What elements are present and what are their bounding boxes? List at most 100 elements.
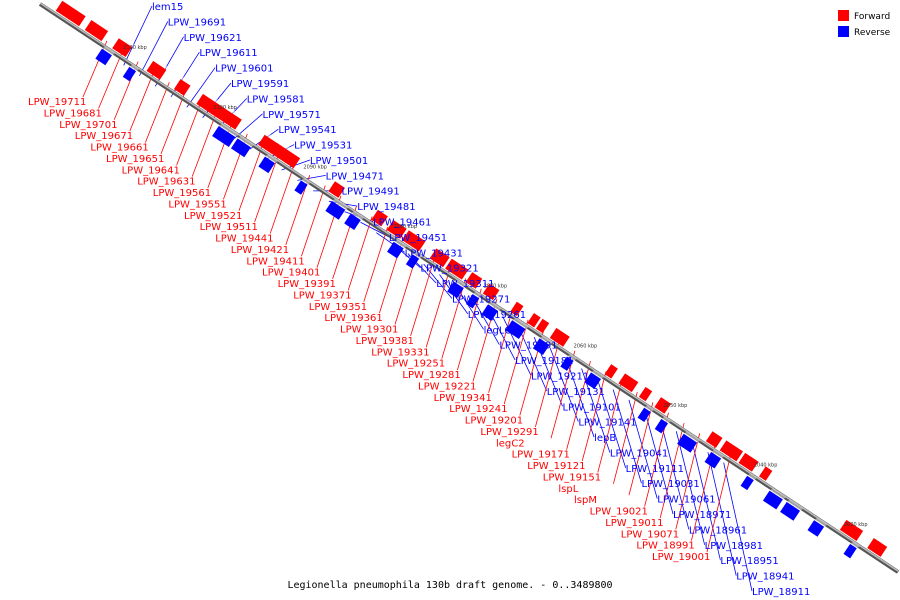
scale-tick-label: 2070 kbp (484, 284, 508, 290)
leader-line (202, 82, 232, 118)
legend-forward-swatch (838, 10, 849, 21)
legend-reverse-label: Reverse (854, 28, 891, 38)
gene-label: LPW_18941 (736, 572, 794, 583)
gene-label: LPW_19191 (499, 341, 557, 352)
leader-line (145, 82, 170, 143)
forward-gene-block (654, 395, 675, 414)
gene-label: LPW_19601 (215, 64, 273, 75)
gene-label: LPW_19181 (515, 356, 573, 367)
forward-gene-block (867, 536, 891, 557)
forward-gene-block (386, 217, 410, 239)
leader-line (503, 319, 529, 405)
gene-label: LPW_19651 (106, 154, 164, 165)
reverse-gene-block (294, 178, 311, 195)
gene-label: LPW_19301 (340, 325, 398, 336)
gene-label: LPW_19491 (341, 187, 399, 198)
leader-line (596, 378, 627, 468)
forward-gene-block (402, 228, 429, 252)
scale-tick-label: 2090 kbp (303, 164, 327, 170)
gene-label: LPW_19691 (168, 17, 226, 28)
gene-label: LPW_19591 (231, 79, 289, 90)
gene-label: LPW_19661 (90, 143, 148, 154)
forward-gene-block (839, 517, 867, 541)
forward-gene-block (84, 18, 112, 42)
gene-label: lepB (594, 433, 616, 444)
forward-gene-block (208, 99, 245, 130)
gene-label: LPW_19201 (465, 416, 523, 427)
scale-tick-label: 2050 kbp (664, 403, 688, 409)
forward-gene-block (719, 438, 747, 462)
gene-label: LPW_19641 (122, 165, 180, 176)
strand-legend: Forward Reverse (838, 10, 891, 38)
reverse-gene-block (740, 473, 757, 491)
forward-gene-block (705, 429, 726, 448)
reverse-gene-block (560, 354, 577, 371)
leader-line (612, 389, 642, 484)
gene-label: LPW_19541 (278, 125, 336, 136)
gene-label: LPW_19141 (578, 418, 636, 429)
reverse-gene-block (843, 541, 860, 559)
forward-gene-block (112, 36, 136, 58)
forward-gene-block (482, 281, 503, 301)
gene-label: LPW_19271 (452, 295, 510, 306)
forward-gene-block (270, 140, 304, 169)
gene-label: LPW_19341 (434, 393, 492, 404)
leader-line (129, 71, 155, 132)
reverse-gene-block (344, 211, 364, 230)
leader-line (675, 431, 706, 545)
reverse-gene-block (447, 279, 467, 299)
forward-gene-block (445, 256, 472, 280)
gene-label: LPW_19581 (247, 94, 305, 105)
gene-label: LPW_19281 (402, 370, 460, 381)
gene-label: LPW_18971 (673, 510, 731, 521)
gene-label: LPW_19021 (590, 507, 648, 518)
leader-line (675, 433, 701, 530)
forward-gene-block (527, 311, 544, 328)
leader-line (425, 268, 451, 348)
leader-line (659, 422, 685, 518)
gene-label: LPW_19241 (449, 404, 507, 415)
forward-gene-block (549, 325, 573, 347)
leader-line (360, 221, 390, 238)
leader-line (423, 263, 453, 299)
reverse-gene-block (95, 46, 115, 66)
forward-gene-block (759, 464, 776, 481)
leader-line (549, 347, 579, 422)
leader-line (628, 399, 658, 499)
gene-labels: lem15 LPW_19691 LPW_19621 LPW_19611 LPW_1960… (28, 2, 810, 598)
gene-label: LPW_19401 (262, 268, 320, 279)
gene-label: LPW_19351 (309, 302, 367, 313)
leader-line (191, 113, 217, 177)
gene-label: LPW_19061 (657, 495, 715, 506)
gene-label: lspL (558, 484, 578, 495)
reverse-gene-block (505, 318, 529, 340)
gene-label: LPW_19421 (231, 245, 289, 256)
gene-label: LPW_18951 (720, 556, 778, 567)
gene-label: LPW_19461 (373, 218, 431, 229)
gene-label: LPW_19361 (324, 313, 382, 324)
gene-label: LPW_19261 (468, 310, 526, 321)
leader-line (535, 340, 560, 427)
reverse-gene-block (704, 449, 725, 469)
leader-line (488, 309, 513, 393)
leader-line (139, 21, 169, 77)
reverse-gene-block (405, 252, 423, 269)
reverse-gene-block (532, 336, 553, 355)
gene-label: LPW_19041 (610, 448, 668, 459)
gene-label: LPW_19671 (75, 131, 133, 142)
reverse-gene-block (122, 64, 140, 82)
reverse-gene-block (780, 499, 804, 521)
forward-gene-block (146, 58, 170, 80)
gene-label: LPW_19621 (184, 33, 242, 44)
forward-gene-block (604, 362, 621, 379)
leader-line (410, 257, 435, 336)
scale-tick-label: 2100 kbp (213, 105, 237, 111)
gene-label: LPW_19391 (278, 279, 336, 290)
reverse-gene-block (258, 154, 279, 174)
gene-label: LPW_18991 (636, 541, 694, 552)
leader-line (660, 420, 690, 530)
gene-label: LPW_19011 (605, 518, 663, 529)
leader-line (98, 51, 123, 109)
gene-label: LPW_19001 (652, 552, 710, 563)
